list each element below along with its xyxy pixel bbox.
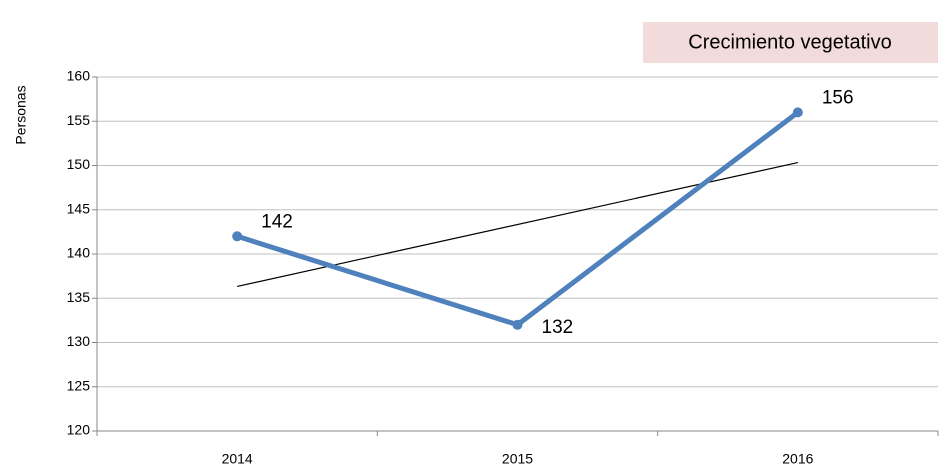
data-label: 142 [261,211,293,232]
y-tick-label: 150 [67,156,91,172]
y-tick-label: 160 [67,68,91,84]
title-box [643,22,938,63]
data-point [512,319,523,330]
chart-title: Crecimiento vegetativo [688,31,891,53]
x-tick-label: 2016 [782,451,813,466]
y-tick-label: 140 [67,245,91,261]
data-line [236,110,800,328]
trendline [237,161,798,288]
y-tick-label: 145 [67,200,91,216]
y-tick-label: 120 [67,422,91,438]
x-tick-label: 2014 [222,451,253,466]
y-tick-label: 135 [67,289,91,305]
data-label: 132 [542,317,574,338]
data-point [232,231,243,242]
y-tick-label: 130 [67,333,91,349]
x-tick-label: 2015 [502,451,533,466]
y-axis-label: Personas [13,85,29,144]
data-point [792,107,803,118]
y-tick-label: 125 [67,377,91,393]
data-label: 156 [822,87,854,108]
y-tick-label: 155 [67,112,91,128]
